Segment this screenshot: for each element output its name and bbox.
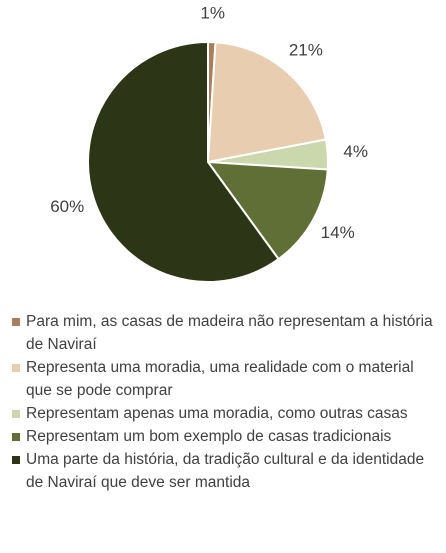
legend-swatch bbox=[12, 364, 20, 372]
pie-area: 1% 21% 4% 14% 60% bbox=[50, 4, 368, 283]
data-label: 60% bbox=[50, 197, 84, 216]
legend-item: Uma parte da história, da tradição cultu… bbox=[10, 448, 440, 494]
pie-slice bbox=[206, 41, 328, 164]
legend-item: Representam apenas uma moradia, como out… bbox=[10, 402, 440, 425]
pie-slice bbox=[205, 160, 329, 261]
pie-slice bbox=[87, 40, 280, 283]
data-label: 4% bbox=[343, 142, 368, 161]
legend-item: Representa uma moradia, uma realidade co… bbox=[10, 356, 440, 402]
legend-swatch bbox=[12, 410, 20, 418]
legend-label: Representam apenas uma moradia, como out… bbox=[26, 405, 408, 422]
data-label: 14% bbox=[321, 223, 355, 242]
legend-swatch bbox=[12, 318, 20, 326]
legend: Para mim, as casas de madeira não repres… bbox=[10, 310, 440, 494]
data-label: 1% bbox=[200, 4, 225, 23]
legend-item: Para mim, as casas de madeira não repres… bbox=[10, 310, 440, 356]
legend-swatch bbox=[12, 433, 20, 441]
legend-label: Representam um bom exemplo de casas trad… bbox=[26, 428, 392, 445]
legend-label: Representa uma moradia, uma realidade co… bbox=[26, 359, 414, 399]
legend-swatch bbox=[12, 456, 20, 464]
legend-label: Uma parte da história, da tradição cultu… bbox=[26, 451, 425, 491]
data-label: 21% bbox=[289, 40, 323, 59]
legend-item: Representam um bom exemplo de casas trad… bbox=[10, 425, 440, 448]
legend-label: Para mim, as casas de madeira não repres… bbox=[26, 313, 433, 353]
